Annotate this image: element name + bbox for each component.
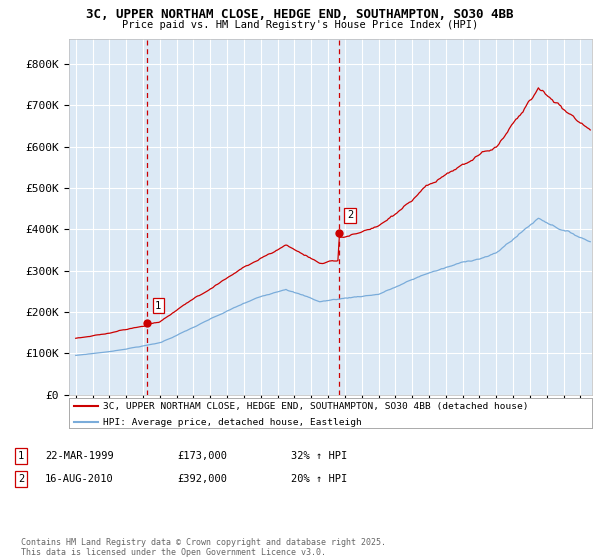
- Text: 3C, UPPER NORTHAM CLOSE, HEDGE END, SOUTHAMPTON, SO30 4BB: 3C, UPPER NORTHAM CLOSE, HEDGE END, SOUT…: [86, 8, 514, 21]
- Text: £392,000: £392,000: [177, 474, 227, 484]
- Text: 2: 2: [347, 210, 353, 220]
- Text: £173,000: £173,000: [177, 451, 227, 461]
- Text: 1: 1: [155, 301, 161, 311]
- Text: 3C, UPPER NORTHAM CLOSE, HEDGE END, SOUTHAMPTON, SO30 4BB (detached house): 3C, UPPER NORTHAM CLOSE, HEDGE END, SOUT…: [103, 402, 529, 412]
- Text: HPI: Average price, detached house, Eastleigh: HPI: Average price, detached house, East…: [103, 418, 362, 427]
- Text: 32% ↑ HPI: 32% ↑ HPI: [291, 451, 347, 461]
- Text: 2: 2: [18, 474, 24, 484]
- Text: 1: 1: [18, 451, 24, 461]
- Text: Price paid vs. HM Land Registry's House Price Index (HPI): Price paid vs. HM Land Registry's House …: [122, 20, 478, 30]
- Text: 16-AUG-2010: 16-AUG-2010: [45, 474, 114, 484]
- Text: 22-MAR-1999: 22-MAR-1999: [45, 451, 114, 461]
- Text: Contains HM Land Registry data © Crown copyright and database right 2025.
This d: Contains HM Land Registry data © Crown c…: [21, 538, 386, 557]
- Text: 20% ↑ HPI: 20% ↑ HPI: [291, 474, 347, 484]
